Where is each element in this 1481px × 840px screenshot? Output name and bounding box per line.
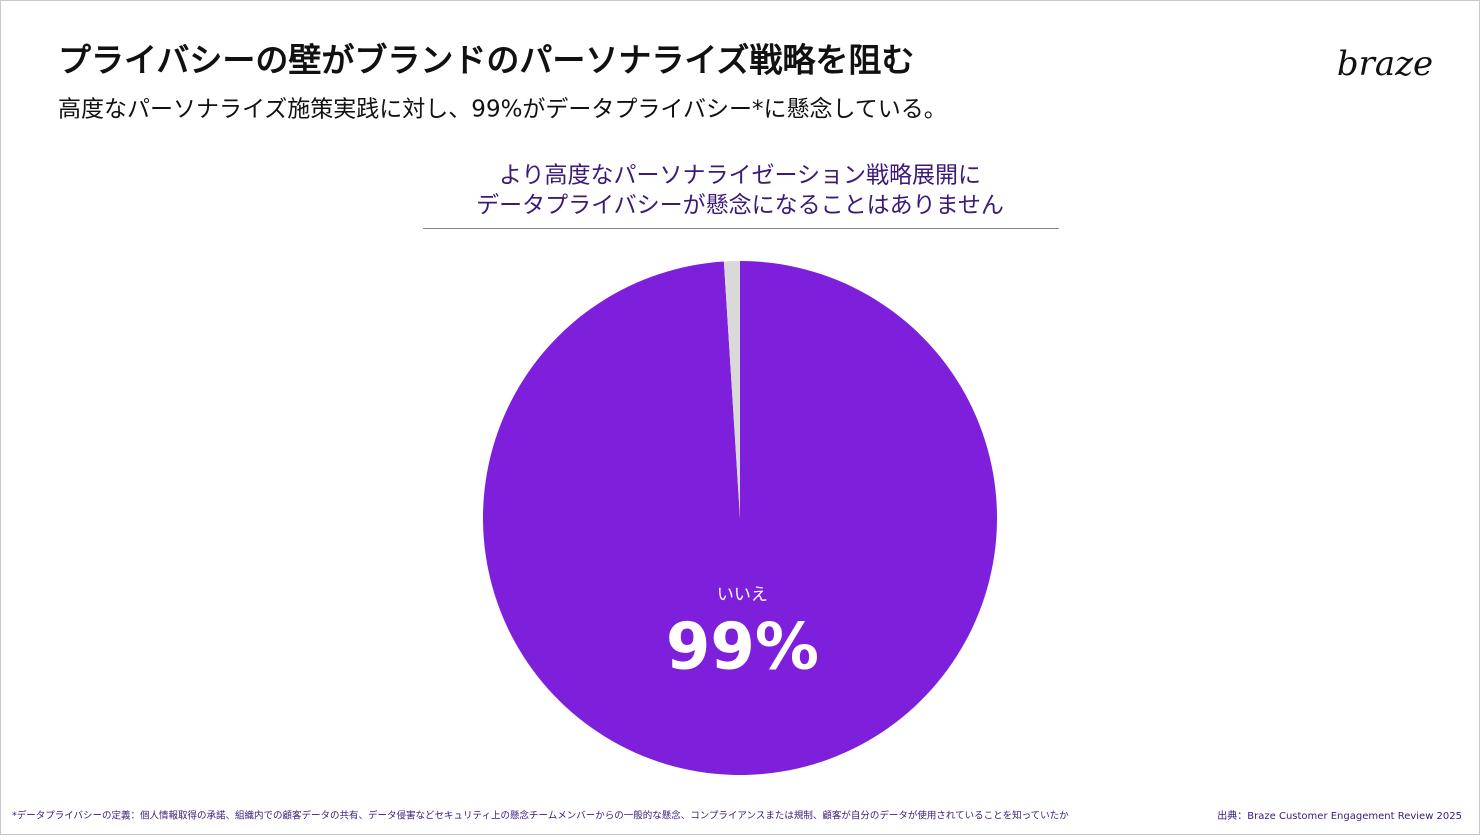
slide-title: プライバシーの壁がブランドのパーソナライズ戦略を阻む: [58, 41, 914, 80]
footnote: *データプライバシーの定義：個人情報取得の承諾、組織内での顧客データの共有、デー…: [12, 810, 1069, 822]
pie-slice: [483, 261, 998, 775]
chart-title: データプライバシーが懸念になることはありません: [476, 193, 1004, 219]
slice-category-label: いいえ: [717, 585, 768, 605]
pie-slice: [723, 261, 740, 518]
slice-value-label: 99%: [666, 611, 819, 685]
source: 出典：Braze Customer Engagement Review 2025: [1217, 809, 1462, 822]
slide-subtitle: 高度なパーソナライズ施策実践に対し、99%がデータプライバシー*に懸念している。: [58, 97, 947, 123]
chart-title: より高度なパーソナライゼーション戦略展開に: [499, 163, 981, 189]
logo: braze: [1337, 44, 1433, 84]
